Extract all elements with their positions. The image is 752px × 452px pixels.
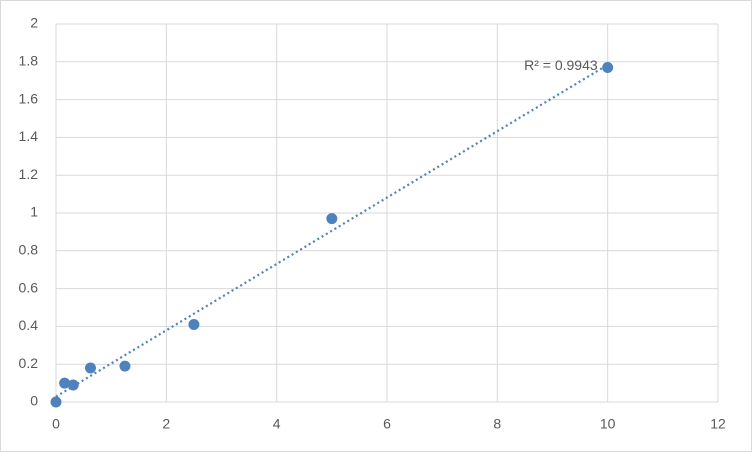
x-tick-label: 12: [710, 416, 726, 432]
point: [84, 362, 96, 374]
x-tick-label: 8: [493, 416, 501, 432]
x-tick-label: 4: [273, 416, 281, 432]
point: [50, 396, 62, 408]
x-tick-label: 6: [383, 416, 391, 432]
y-tick-label: 0.8: [19, 242, 39, 258]
trendline: [55, 63, 609, 398]
y-tick-label: 0.4: [19, 317, 39, 333]
y-tick-label: 1.8: [19, 53, 39, 69]
y-tick-label: 0: [30, 393, 38, 409]
annotation: R² = 0.9943: [524, 57, 598, 73]
x-tick-label: 2: [162, 416, 170, 432]
y-tick-label: 1.6: [19, 90, 39, 106]
y-tick-label: 2: [30, 15, 38, 31]
x-tick-label: 10: [600, 416, 616, 432]
point: [188, 319, 200, 331]
y-tick-label: 1: [30, 204, 38, 220]
point: [67, 379, 79, 391]
point: [59, 377, 71, 389]
y-tick-label: 1.2: [19, 166, 39, 182]
y-tick-label: 0.2: [19, 355, 39, 371]
point: [326, 213, 338, 225]
point: [602, 61, 614, 73]
y-tick-label: 1.4: [19, 128, 39, 144]
point: [119, 360, 131, 372]
x-tick-label: 0: [52, 416, 60, 432]
y-tick-label: 0.6: [19, 279, 39, 295]
